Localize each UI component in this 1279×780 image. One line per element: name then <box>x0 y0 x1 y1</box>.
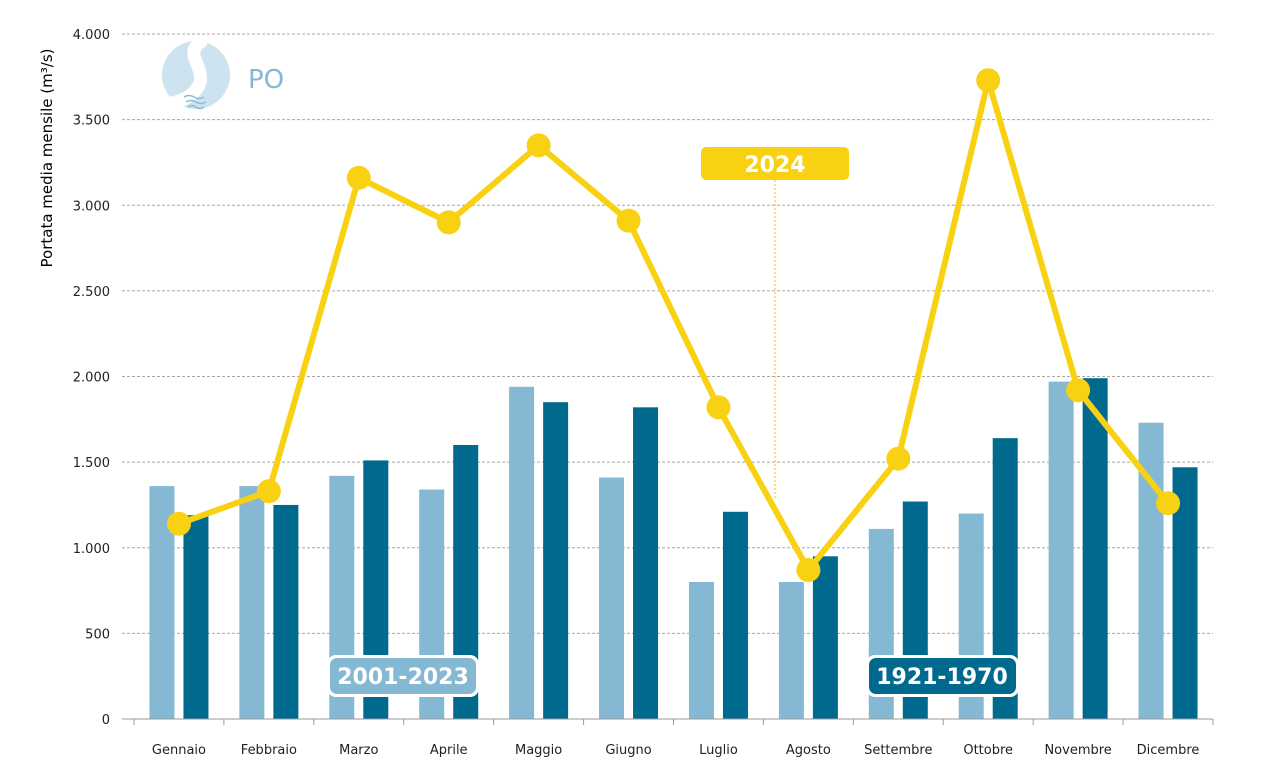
point-2024-ottobre <box>976 68 1001 93</box>
river-icon <box>161 35 230 111</box>
y-tick-label: 2.500 <box>73 285 110 300</box>
bar-2001-2023-maggio <box>509 386 535 719</box>
x-tick-label: Settembre <box>864 743 932 758</box>
y-tick-label: 1.500 <box>73 456 110 471</box>
x-tick-label: Maggio <box>515 743 562 758</box>
point-2024-maggio <box>526 133 551 158</box>
line-2024 <box>166 68 1181 583</box>
axes: 0 500 1.000 1.500 2.000 2.500 3.000 3.500 4.000 G… <box>73 28 1214 758</box>
bar-1921-1970-luglio <box>722 511 748 719</box>
point-2024-novembre <box>1066 378 1091 403</box>
y-tick-label: 1.000 <box>73 542 110 557</box>
point-2024-aprile <box>436 210 461 235</box>
y-axis-title: Portata media mensile (m³/s) <box>38 49 56 268</box>
x-tick-label: Aprile <box>430 743 468 758</box>
point-2024-marzo <box>346 165 371 190</box>
x-tick-label: Luglio <box>699 743 738 758</box>
bar-2001-2023-agosto <box>778 582 804 719</box>
bar-2001-2023-luglio <box>688 582 714 719</box>
y-tick-label: 3.500 <box>73 114 110 129</box>
x-tick-label: Gennaio <box>152 743 206 758</box>
legend-tag-1921-1970: 1921-1970 <box>866 655 1019 697</box>
x-tick-label: Marzo <box>339 743 378 758</box>
bar-2001-2023-febbraio <box>239 486 265 719</box>
y-tick-label: 2.000 <box>73 371 110 386</box>
x-tick-label: Novembre <box>1044 743 1111 758</box>
point-2024-giugno <box>616 208 641 233</box>
legend-tag-2001-2023: 2001-2023 <box>327 655 479 697</box>
legend-label-2001-2023: 2001-2023 <box>337 665 469 690</box>
point-2024-settembre <box>886 446 911 471</box>
bar-2001-2023-novembre <box>1048 381 1074 719</box>
x-tick-label: Dicembre <box>1137 743 1200 758</box>
x-tick-label: Giugno <box>605 743 651 758</box>
line-path-2024 <box>177 77 1171 574</box>
y-tick-label: 3.000 <box>73 199 110 214</box>
bar-1921-1970-agosto <box>812 556 838 719</box>
legend-label-2024: 2024 <box>744 153 805 178</box>
bars <box>149 378 1198 719</box>
x-tick-label: Agosto <box>786 743 831 758</box>
point-2024-agosto <box>796 558 821 583</box>
point-2024-dicembre <box>1156 491 1181 516</box>
point-2024-febbraio <box>256 479 281 504</box>
bar-1921-1970-maggio <box>543 402 569 719</box>
bar-1921-1970-gennaio <box>183 515 209 719</box>
river-name: PO <box>248 65 284 95</box>
bar-1921-1970-giugno <box>633 407 659 719</box>
y-tick-label: 0 <box>102 713 110 728</box>
bar-2001-2023-giugno <box>599 477 625 719</box>
point-2024-gennaio <box>166 511 191 536</box>
bar-1921-1970-novembre <box>1082 378 1108 719</box>
x-tick-label: Ottobre <box>963 743 1013 758</box>
legend-label-1921-1970: 1921-1970 <box>876 665 1008 690</box>
y-tick-label: 500 <box>85 627 110 642</box>
y-tick-label: 4.000 <box>73 28 110 43</box>
legend-tag-2024: 2024 <box>701 147 849 498</box>
x-tick-label: Febbraio <box>241 743 297 758</box>
point-2024-luglio <box>706 395 731 420</box>
bar-1921-1970-febbraio <box>273 504 299 719</box>
